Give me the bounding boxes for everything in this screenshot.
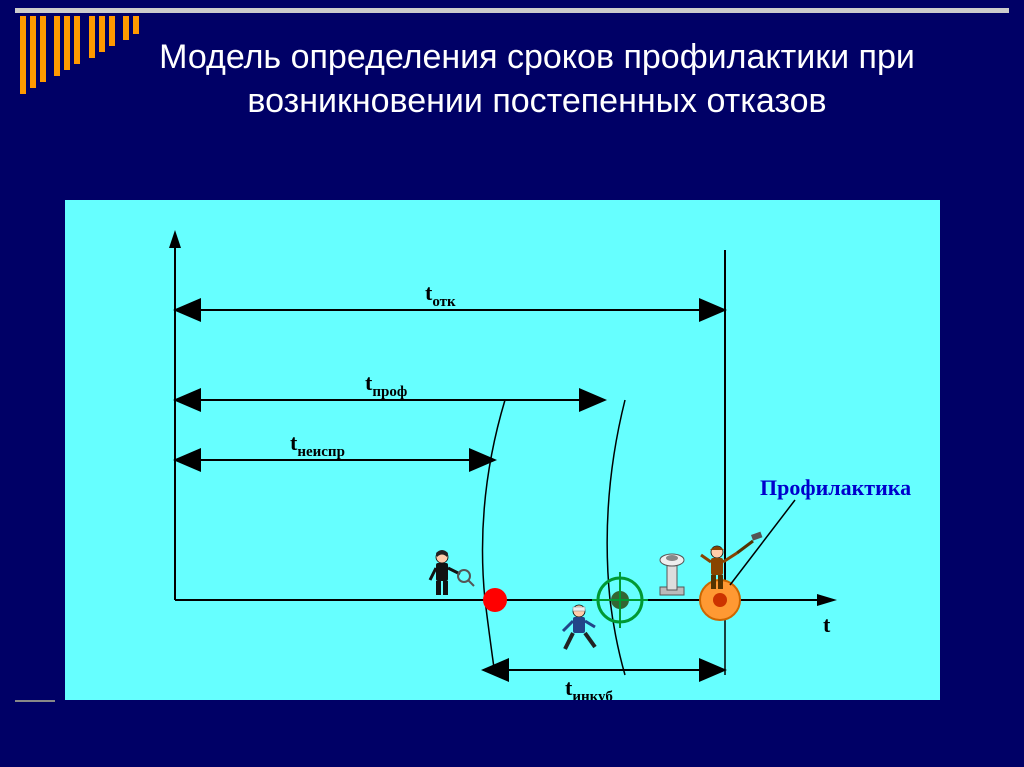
bottom-dash xyxy=(15,700,55,702)
label-t-otk: tотк xyxy=(425,280,456,310)
accent-bars xyxy=(20,16,143,94)
bollard-icon xyxy=(660,554,684,595)
y-axis-arrow xyxy=(169,230,181,248)
diagram: t tотк tпроф tнеиспр tинкуб Профилактика xyxy=(65,200,940,700)
inspector-icon xyxy=(430,550,474,595)
label-t-inkub: tинкуб xyxy=(565,675,613,700)
red-dot xyxy=(483,588,507,612)
slide-title: Модель определения сроков профилактики п… xyxy=(130,35,944,123)
prof-pointer xyxy=(730,500,795,585)
diagram-svg: t tотк tпроф tнеиспр tинкуб Профилактика xyxy=(65,200,940,700)
curve-prof xyxy=(607,400,625,675)
label-profilaktika: Профилактика xyxy=(760,475,911,500)
top-rule xyxy=(15,8,1009,13)
orange-center xyxy=(713,593,727,607)
curve-neispr xyxy=(483,400,506,675)
label-t-neispr: tнеиспр xyxy=(290,430,345,460)
walker-icon xyxy=(563,605,595,649)
x-axis-arrow xyxy=(817,594,837,606)
worker-icon xyxy=(701,532,762,589)
label-t-prof: tпроф xyxy=(365,370,407,400)
axis-label-t: t xyxy=(823,612,831,637)
